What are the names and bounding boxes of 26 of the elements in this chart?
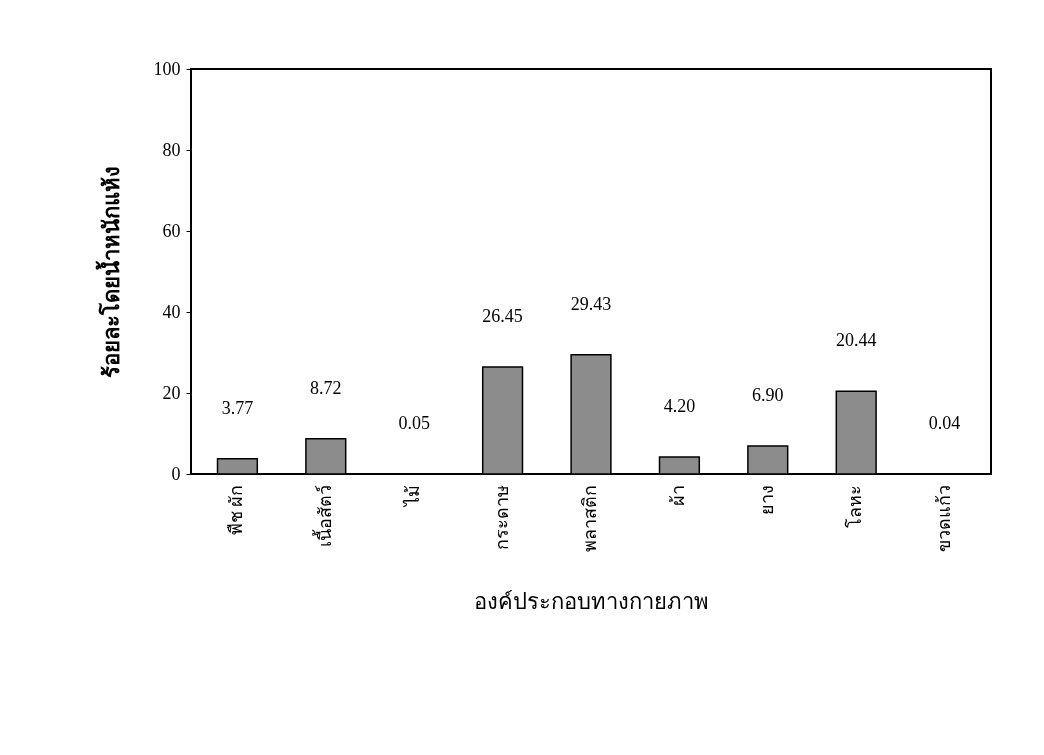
x-tick-label: ผ้า	[668, 484, 689, 506]
data-label: 4.20	[663, 395, 696, 416]
x-tick-label: โลหะ	[844, 484, 866, 528]
x-tick-label: กระดาษ	[491, 484, 512, 550]
y-tick-label: 0	[171, 463, 181, 484]
data-label: 6.90	[752, 385, 784, 406]
x-tick-label: ยาง	[756, 484, 777, 515]
data-label: 8.72	[310, 377, 342, 398]
data-label: 20.44	[835, 330, 877, 351]
data-label: 0.05	[398, 412, 430, 433]
data-label: 26.45	[482, 305, 523, 326]
y-axis-title: ร้อยละโดยน้ำหนักแห้ง	[94, 166, 124, 378]
x-tick-label: เนื้อสัตว์	[311, 484, 335, 547]
y-tick-label: 40	[162, 301, 181, 322]
y-tick-label: 80	[162, 139, 181, 160]
y-tick-label: 100	[153, 58, 181, 79]
data-label: 29.43	[570, 293, 612, 314]
x-tick-label: ไม้	[402, 484, 424, 508]
x-axis-title: องค์ประกอบทางกายภาพ	[474, 588, 709, 614]
data-label: 3.77	[221, 397, 254, 418]
x-tick-label: ขวดแก้ว	[933, 484, 954, 552]
x-tick-label: พืช ผัก	[226, 484, 247, 535]
y-tick-label: 60	[162, 220, 181, 241]
y-tick-label: 20	[162, 382, 181, 403]
x-tick-label: พลาสติก	[580, 484, 600, 552]
data-label: 0.04	[928, 412, 961, 433]
